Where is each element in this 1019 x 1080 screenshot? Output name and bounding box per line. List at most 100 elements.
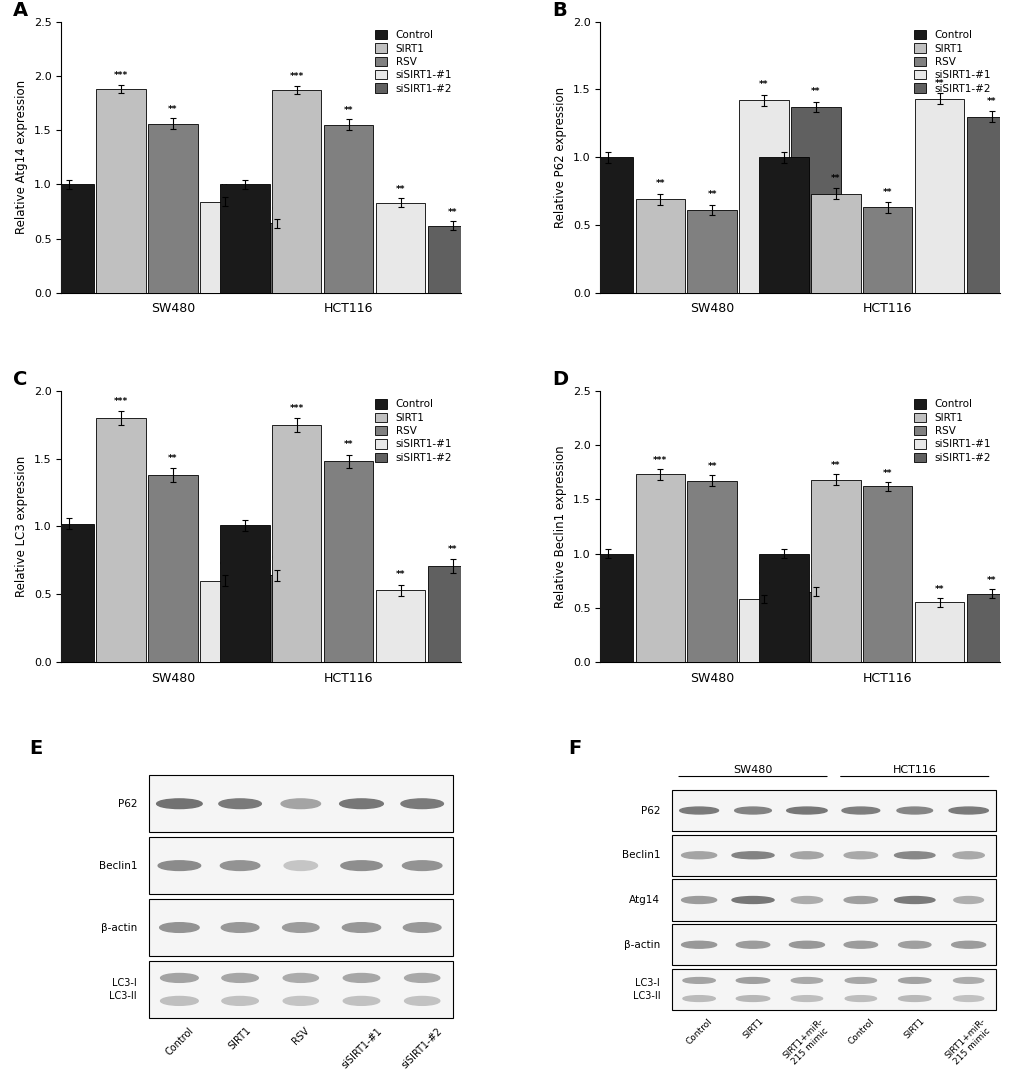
Ellipse shape [898, 996, 930, 1001]
Text: **: ** [706, 462, 716, 471]
Bar [200, 581, 250, 662]
Text: siSIRT1-#2: siSIRT1-#2 [399, 1026, 444, 1070]
Ellipse shape [948, 807, 987, 814]
Bar [687, 211, 736, 293]
Bar [966, 117, 1015, 293]
Text: F: F [568, 739, 581, 758]
Bar [148, 123, 198, 293]
Bar [376, 590, 425, 662]
Ellipse shape [683, 977, 714, 983]
Ellipse shape [681, 942, 716, 948]
Bar [635, 199, 684, 293]
Bar [672, 789, 995, 832]
Bar [252, 224, 302, 293]
Bar [635, 474, 684, 662]
Text: LC3-I
LC3-II: LC3-I LC3-II [632, 978, 659, 1001]
Ellipse shape [790, 852, 822, 859]
Ellipse shape [283, 973, 318, 983]
Bar [149, 899, 452, 956]
Ellipse shape [282, 922, 319, 932]
Bar [914, 603, 963, 662]
Ellipse shape [681, 896, 716, 904]
Text: **: ** [395, 570, 405, 579]
Ellipse shape [732, 896, 773, 904]
Text: β-actin: β-actin [624, 940, 659, 949]
Text: C: C [13, 370, 28, 390]
Bar [758, 554, 808, 662]
Bar [252, 576, 302, 662]
Text: ***: *** [114, 71, 128, 80]
Bar [687, 481, 736, 662]
Text: β-actin: β-actin [101, 922, 137, 932]
Ellipse shape [284, 861, 317, 870]
Ellipse shape [845, 996, 875, 1001]
Ellipse shape [791, 896, 821, 904]
Text: Beclin1: Beclin1 [621, 850, 659, 861]
Bar [149, 775, 452, 833]
Text: **: ** [168, 105, 177, 113]
Bar [220, 185, 269, 293]
Text: RSV: RSV [290, 1026, 311, 1047]
Text: E: E [30, 739, 43, 758]
Bar [220, 525, 269, 662]
Text: **: ** [168, 454, 177, 462]
Bar [810, 193, 860, 293]
Text: ***: *** [114, 396, 128, 406]
Bar [739, 599, 788, 662]
Ellipse shape [844, 852, 876, 859]
Text: A: A [13, 1, 29, 21]
Text: SIRT1: SIRT1 [227, 1026, 253, 1052]
Text: Control: Control [684, 1016, 713, 1047]
Bar [97, 89, 146, 293]
Ellipse shape [339, 799, 383, 809]
Text: Beclin1: Beclin1 [99, 861, 137, 870]
Text: **: ** [272, 205, 281, 215]
Bar [966, 594, 1015, 662]
Ellipse shape [953, 896, 982, 904]
Ellipse shape [736, 996, 769, 1001]
Ellipse shape [786, 807, 826, 814]
Text: ***: *** [289, 404, 304, 413]
Ellipse shape [841, 807, 878, 814]
Text: P62: P62 [117, 799, 137, 809]
Text: SIRT1: SIRT1 [740, 1016, 764, 1041]
Text: SIRT1+miR-
215 mimic: SIRT1+miR- 215 mimic [781, 1016, 832, 1068]
Y-axis label: Relative LC3 expression: Relative LC3 expression [15, 456, 29, 597]
Bar [862, 486, 912, 662]
Text: **: ** [343, 441, 354, 449]
Text: ***: *** [652, 456, 666, 464]
Ellipse shape [343, 973, 379, 983]
Text: P62: P62 [640, 806, 659, 815]
Text: Control: Control [163, 1026, 196, 1057]
Ellipse shape [157, 799, 202, 809]
Ellipse shape [221, 922, 259, 932]
Ellipse shape [844, 942, 876, 948]
Bar [148, 475, 198, 662]
Text: ***: *** [289, 72, 304, 81]
Ellipse shape [158, 861, 201, 870]
Bar [427, 226, 477, 293]
Ellipse shape [844, 896, 876, 904]
Ellipse shape [951, 942, 984, 948]
Ellipse shape [683, 996, 714, 1001]
Ellipse shape [342, 922, 380, 932]
Legend: Control, SIRT1, RSV, siSIRT1-#1, siSIRT1-#2: Control, SIRT1, RSV, siSIRT1-#1, siSIRT1… [910, 396, 994, 465]
Bar [739, 100, 788, 293]
Bar [376, 203, 425, 293]
Text: SIRT1+miR-
215 mimic: SIRT1+miR- 215 mimic [943, 1016, 994, 1068]
Text: **: ** [706, 190, 716, 199]
Ellipse shape [952, 852, 983, 859]
Text: **: ** [882, 188, 892, 197]
Ellipse shape [340, 861, 382, 870]
Bar [272, 424, 321, 662]
Ellipse shape [160, 973, 198, 983]
Ellipse shape [403, 861, 441, 870]
Text: **: ** [986, 97, 996, 106]
Ellipse shape [220, 861, 260, 870]
Text: Control: Control [845, 1016, 874, 1047]
Text: **: ** [934, 79, 944, 89]
Legend: Control, SIRT1, RSV, siSIRT1-#1, siSIRT1-#2: Control, SIRT1, RSV, siSIRT1-#1, siSIRT1… [910, 27, 994, 97]
Text: D: D [552, 370, 568, 390]
Bar [810, 480, 860, 662]
Bar [862, 207, 912, 293]
